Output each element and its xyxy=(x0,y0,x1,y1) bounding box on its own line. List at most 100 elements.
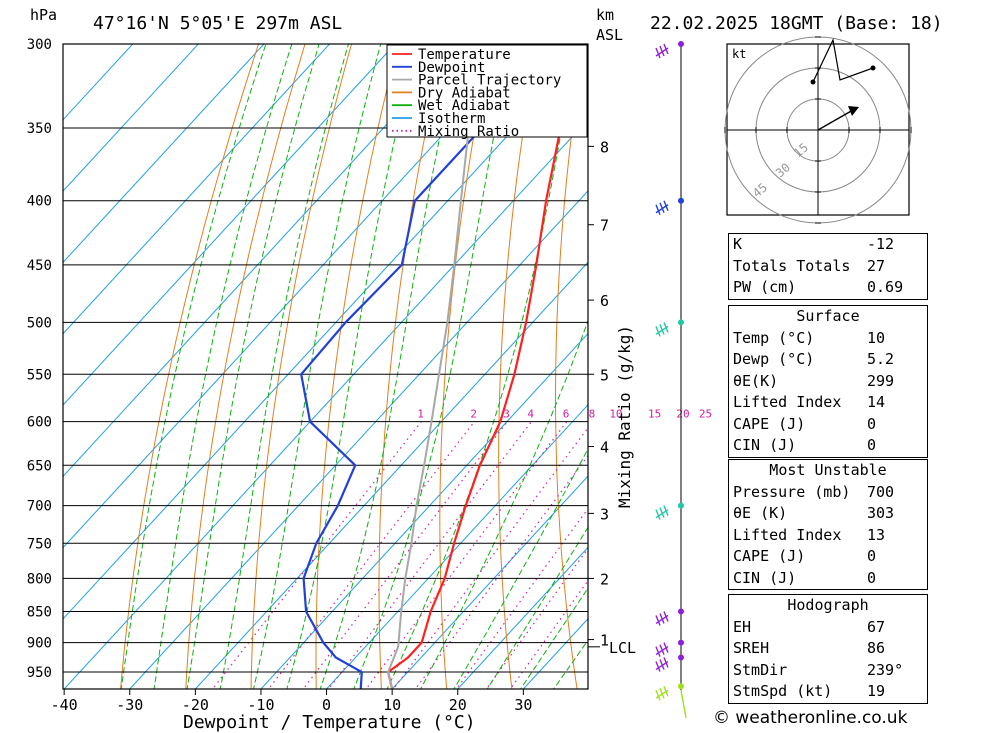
index-value: 239° xyxy=(867,660,904,679)
index-row: Lifted Index 14 xyxy=(729,392,927,414)
asl-unit-label: ASL xyxy=(596,26,623,44)
most-unstable-title: Most Unstable xyxy=(769,461,887,479)
hodograph-units: kt xyxy=(732,47,746,61)
footer-credit[interactable]: © weatheronline.co.uk xyxy=(713,708,908,728)
isobars xyxy=(63,43,588,673)
index-value: 299 xyxy=(867,371,895,390)
wind-marker xyxy=(678,608,684,615)
mixing-ratio-line xyxy=(365,421,568,689)
mixing-ratio-label: 1 xyxy=(417,408,424,421)
mixing-ratio-line xyxy=(211,421,422,689)
index-value: 0.69 xyxy=(867,278,904,296)
surface-title: Surface xyxy=(796,307,860,325)
pressure-tick-label: 600 xyxy=(27,415,52,431)
temp-tick-label: 20 xyxy=(449,696,467,714)
temp-tick-label: 10 xyxy=(383,696,401,714)
pressure-tick-label: 450 xyxy=(27,258,52,274)
index-row: Dewp (°C) 5.2 xyxy=(729,349,927,371)
mixing-ratio-line xyxy=(392,426,588,689)
pressure-tick-label: 550 xyxy=(27,367,52,383)
index-row: StmSpd (kt) 19 xyxy=(729,681,927,703)
plot-frame xyxy=(62,43,589,690)
index-value: 19 xyxy=(867,682,886,700)
profile-line-parcel-trajectory xyxy=(387,44,482,689)
index-value: 0 xyxy=(867,568,877,587)
index-label: CIN (J) xyxy=(733,436,797,454)
wind-marker xyxy=(678,319,684,326)
dry-adiabat-line xyxy=(250,44,353,689)
isotherm-line xyxy=(63,44,265,264)
wind-marker xyxy=(678,639,684,646)
profiles xyxy=(300,44,584,689)
index-value: 0 xyxy=(867,547,877,565)
legend-entry: Isotherm xyxy=(418,111,485,127)
index-label: Lifted Index xyxy=(733,393,842,411)
index-label: CAPE (J) xyxy=(733,414,806,433)
index-label: Pressure (mb) xyxy=(733,482,851,501)
wind-barb xyxy=(655,505,669,520)
mixing-ratio-label: 20 xyxy=(676,408,689,421)
wind-marker xyxy=(678,502,684,509)
index-label: StmSpd (kt) xyxy=(733,682,833,700)
mixing-ratio-label: 25 xyxy=(699,408,712,421)
index-row: θE(K) 299 xyxy=(729,371,927,393)
wind-barb xyxy=(655,611,669,626)
temp-tick-label: 0 xyxy=(322,696,331,714)
temp-tick-label: -10 xyxy=(247,696,274,714)
pressure-tick-label: 300 xyxy=(27,37,52,53)
wind-barb xyxy=(655,657,669,672)
most-unstable-table: Most Unstable Pressure (mb) 700 θE (K) 303 L… xyxy=(728,459,928,590)
index-row: CAPE (J) 0 xyxy=(729,414,927,436)
pressure-tick-label: 800 xyxy=(27,571,52,587)
index-value: 0 xyxy=(867,436,877,454)
pressure-tick-label: 950 xyxy=(27,665,52,681)
index-row: CIN (J) 0 xyxy=(729,435,927,457)
index-row: CIN (J) 0 xyxy=(729,568,927,590)
index-row: Pressure (mb) 700 xyxy=(729,482,927,504)
index-label: EH xyxy=(733,617,752,636)
index-row: EH 67 xyxy=(729,617,927,639)
km-tick-label: 8 xyxy=(600,138,609,156)
pressure-tick-label: 400 xyxy=(27,194,52,210)
index-row: StmDir 239° xyxy=(729,660,927,682)
pressure-tick-label: 750 xyxy=(27,536,52,552)
index-value: 13 xyxy=(867,525,886,544)
index-value: 5.2 xyxy=(867,350,895,368)
pressure-tick-label: 650 xyxy=(27,458,52,474)
legend-entry: Wet Adiabat xyxy=(418,98,511,114)
pressure-tick-label: 850 xyxy=(27,604,52,620)
wind-marker xyxy=(678,197,684,204)
wind-profile xyxy=(655,41,687,719)
index-label: θE (K) xyxy=(733,504,788,522)
hodograph-start-point xyxy=(810,79,816,85)
isotherm-line xyxy=(325,404,588,689)
index-value: 0 xyxy=(867,414,877,433)
dry-adiabat-line xyxy=(955,6,1000,700)
km-tick-label: 3 xyxy=(600,505,609,523)
index-label: K xyxy=(733,235,743,253)
wet-adiabat-line xyxy=(420,319,588,689)
dry-adiabat-line xyxy=(185,44,306,689)
temp-tick-label: -30 xyxy=(116,696,143,714)
index-row: PW (cm) 0.69 xyxy=(729,277,927,299)
index-row: Lifted Index 13 xyxy=(729,525,927,547)
temp-tick-label: -20 xyxy=(182,696,209,714)
wet-adiabat-line xyxy=(486,526,588,689)
index-value: 67 xyxy=(867,617,886,636)
wet-adiabat-line xyxy=(519,587,588,689)
index-label: CIN (J) xyxy=(733,568,797,587)
index-value: -12 xyxy=(867,235,895,253)
pressure-tick-label: 700 xyxy=(27,499,52,515)
isotherm-line xyxy=(63,44,134,121)
index-label: Lifted Index xyxy=(733,525,842,544)
km-tick-label: 2 xyxy=(600,570,609,588)
lcl-label: LCL xyxy=(609,639,636,657)
pressure-tick-label: 900 xyxy=(27,636,52,652)
index-label: θE(K) xyxy=(733,371,779,390)
index-row: SREH 86 xyxy=(729,638,927,660)
surface-table: Surface Temp (°C) 10 Dewp (°C) 5.2 θE(K) 299 L… xyxy=(728,305,928,458)
index-value: 27 xyxy=(867,256,886,275)
